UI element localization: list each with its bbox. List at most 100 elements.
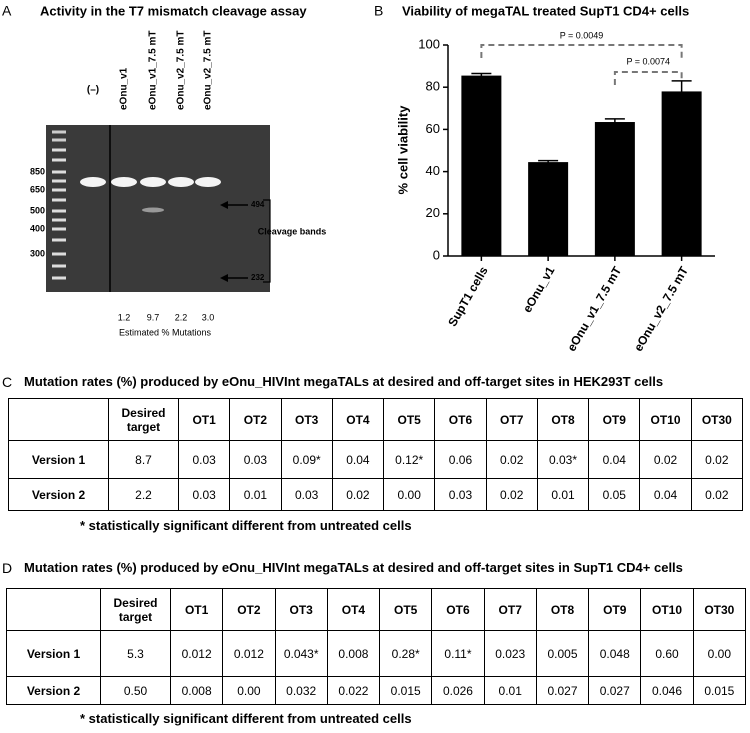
bar [528, 162, 569, 256]
header-cell: OT10 [639, 398, 692, 441]
panel-letter: A [2, 3, 12, 19]
chart-title: Viability of megaTAL treated SupT1 CD4+ … [402, 3, 689, 18]
table-cell: 8.7 [108, 440, 179, 479]
ladder-band [52, 209, 66, 213]
table-cell: 0.03 [177, 440, 231, 479]
x-tick-label: eOnu_v1 [520, 264, 558, 315]
x-tick-label: eOnu_v1_7.5 mT [564, 264, 624, 354]
header-cell: OT8 [535, 588, 590, 631]
table-title: Mutation rates (%) produced by eOnu_HIVI… [24, 374, 664, 389]
gel-band [140, 177, 166, 187]
table-cell: 0.02 [639, 440, 692, 479]
row-label: Version 2 [6, 676, 101, 705]
table: Desired target OT1 OT2 OT3 OT4 OT5 OT6 OT7 OT8 OT… [6, 588, 747, 705]
band-label: 494 [251, 200, 265, 209]
lane-label: eOnu_v2_7.5 mT [203, 31, 214, 110]
header-cell: OT6 [431, 588, 485, 631]
header-cell: OT5 [383, 398, 436, 441]
lane-label: eOnu_v1 [119, 67, 130, 110]
table-cell: 0.027 [535, 676, 590, 705]
mutation-label: Estimated % Mutations [119, 327, 212, 337]
table-cell: 0.01 [483, 676, 537, 705]
significance-bracket [613, 71, 683, 85]
table-cell: 0.02 [331, 478, 385, 511]
table-cell: 0.008 [169, 676, 224, 705]
table-cell: 0.046 [640, 676, 694, 705]
bracket [263, 199, 271, 283]
table-cell: 0.28* [379, 630, 433, 677]
table-cell: 0.00 [222, 676, 276, 705]
table-cell: 0.023 [483, 630, 537, 677]
table-cell: 0.02 [690, 440, 744, 479]
header-cell: OT7 [485, 398, 538, 441]
header-cell [6, 588, 101, 631]
table-cell: 5.3 [100, 630, 171, 677]
error-bar [538, 159, 559, 164]
table-cell: 0.12* [383, 440, 436, 479]
header-cell: OT4 [326, 588, 381, 631]
table-cell: 0.03* [536, 440, 590, 479]
header-cell: OT1 [177, 398, 231, 441]
bar [661, 91, 702, 256]
table-row: Version 1 8.7 0.03 0.03 0.09* 0.04 0.12* 0.06 0.… [8, 440, 744, 479]
bracket-label: Cleavage bands [258, 226, 327, 236]
header-cell: OT4 [331, 398, 385, 441]
x-tick-label: SupT1 cells [445, 264, 491, 329]
header-cell: OT5 [379, 588, 433, 631]
table-cell: 0.03 [434, 478, 487, 511]
table-cell: 0.05 [588, 478, 641, 511]
mutation-value: 2.2 [175, 312, 188, 322]
ladder-band [52, 218, 66, 222]
y-tick-label: 100 [418, 36, 440, 51]
arrowhead [220, 201, 228, 209]
mutation-value: 9.7 [147, 312, 160, 322]
header-cell: OT2 [222, 588, 276, 631]
error-bar [471, 72, 492, 78]
error-bar [604, 118, 625, 126]
table-cell: 0.015 [692, 676, 747, 705]
y-tick-label: 80 [426, 79, 440, 94]
table-row: Version 2 2.2 0.03 0.01 0.03 0.02 0.00 0.03 0.02… [8, 478, 744, 511]
gel-band [111, 177, 137, 187]
table-cell: 0.04 [588, 440, 641, 479]
footnote: * statistically significant different fr… [80, 518, 412, 533]
table-cell: 0.60 [640, 630, 694, 677]
header-cell: Desired target [108, 398, 179, 441]
header-cell: OT9 [588, 588, 642, 631]
header-row: Desired target OT1 OT2 OT3 OT4 OT5 OT6 OT7 OT8 OT… [8, 398, 744, 441]
footnote: * statistically significant different fr… [80, 711, 412, 726]
header-cell: Desired target [100, 588, 171, 631]
ladder-band [52, 138, 66, 142]
table-cell: 0.043* [274, 630, 328, 677]
table-cell: 0.04 [639, 478, 692, 511]
y-tick-label: 20 [426, 205, 440, 220]
row-label: Version 2 [8, 478, 109, 511]
panels-ab: A Activity in the T7 mismatch cleavage a… [2, 3, 715, 354]
ladder-band [52, 170, 66, 174]
table-cell: 0.032 [274, 676, 328, 705]
bar [594, 122, 635, 256]
ladder-band [52, 238, 66, 242]
table-cell: 0.02 [485, 478, 538, 511]
table-cell: 0.015 [379, 676, 433, 705]
ladder-band [52, 188, 66, 192]
table-cell: 0.02 [690, 478, 744, 511]
ladder-band [52, 252, 66, 256]
table-cell: 0.09* [280, 440, 333, 479]
y-tick-label: 60 [426, 121, 440, 136]
table-cell: 0.02 [485, 440, 538, 479]
table-cell: 0.01 [536, 478, 590, 511]
y-tick-label: 40 [426, 163, 440, 178]
ladder-band [52, 227, 66, 231]
significance-bracket [480, 44, 683, 58]
ladder-band [52, 179, 66, 183]
row-label: Version 1 [8, 440, 109, 479]
header-cell: OT9 [588, 398, 641, 441]
error-bar [671, 80, 692, 102]
header-cell: OT1 [169, 588, 224, 631]
y-axis-label: % cell viability [395, 105, 410, 195]
arrowhead [220, 274, 228, 282]
header-cell: OT2 [229, 398, 282, 441]
ladder-label: 300 [30, 248, 45, 258]
table-cell: 2.2 [108, 478, 179, 511]
